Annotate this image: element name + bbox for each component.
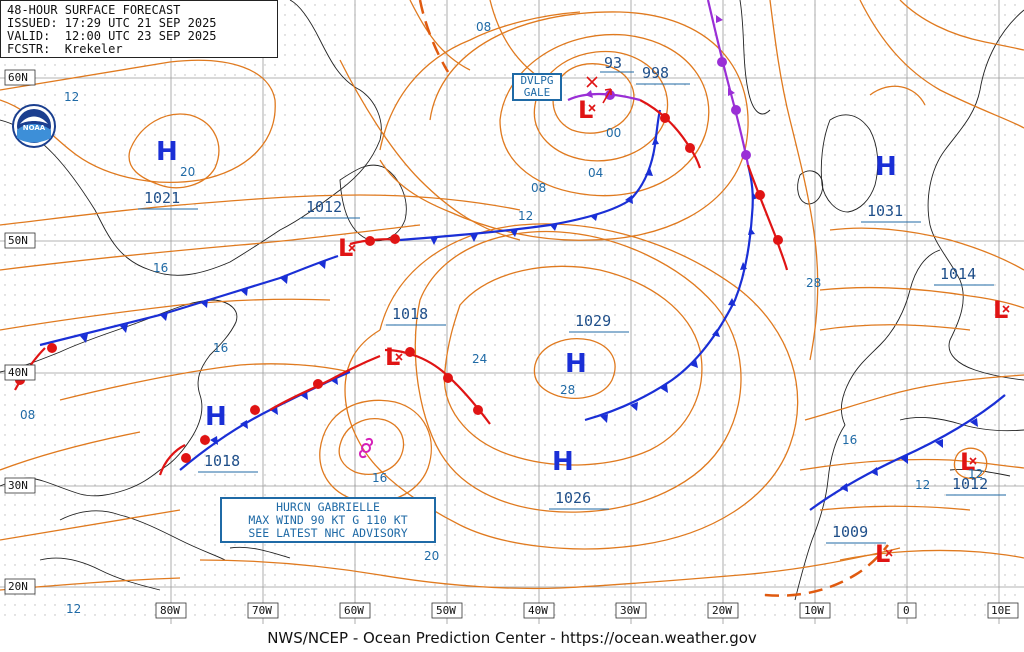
isobar-label: 00 [606,126,621,140]
issued-time: ISSUED: 17:29 UTC 21 SEP 2025 [7,16,217,30]
isobar-label: 08 [20,408,35,422]
pressure-label: 1021 [144,189,180,207]
lon-label: 70W [252,604,272,617]
hurricane-advisory: SEE LATEST NHC ADVISORY [248,526,408,540]
trough-lines [418,0,889,597]
developing-gale-label: DVLPG GALE [512,73,562,101]
isobar-label: 12 [518,209,533,223]
low-center-l: L [578,96,593,124]
lat-label: 60N [8,71,28,84]
svg-text:NOAA: NOAA [23,124,46,132]
hurricane-info-box: HURCN GABRIELLE MAX WIND 90 KT G 110 KT … [220,497,436,543]
forecast-info-box: 48-HOUR SURFACE FORECAST ISSUED: 17:29 U… [0,0,278,58]
occluded-front [567,0,751,166]
footer-credit: NWS/NCEP - Ocean Prediction Center - htt… [267,629,757,647]
lat-label: 30N [8,479,28,492]
valid-time: VALID: 12:00 UTC 23 SEP 2025 [7,29,217,43]
lon-label: 10E [991,604,1011,617]
low-center-l: L [385,343,400,371]
pressure-label: 1009 [832,523,868,541]
lat-label: 40N [8,366,28,379]
isobar-label: 08 [531,181,546,195]
low-center-l: L [960,448,975,476]
lon-label: 30W [620,604,640,617]
isobar-label: 28 [806,276,821,290]
isobar-values: 08 12 00 04 08 12 16 16 20 24 28 28 16 1… [20,20,983,616]
warm-fronts [14,99,789,476]
low-center-l: L [875,540,890,568]
hurricane-icon [358,437,374,459]
pressure-label: 1026 [555,489,591,507]
lon-label: 40W [528,604,548,617]
isobar-label: 12 [66,602,81,616]
lon-label: 0 [903,604,910,617]
high-center-h: H [875,152,897,182]
hurricane-name: HURCN GABRIELLE [276,500,380,514]
isobar-label: 16 [213,341,228,355]
hurricane-wind: MAX WIND 90 KT G 110 KT [248,513,408,527]
pressure-label: 1018 [204,452,240,470]
isobar-label: 24 [472,352,487,366]
low-center-l: L [993,296,1008,324]
pressure-label: 93 [604,54,622,72]
isobar-label: 20 [424,549,439,563]
pressure-label: 1012 [952,475,988,493]
high-center-h: H [552,447,574,477]
high-center-h: H [565,349,587,379]
isobar-label: 16 [153,261,168,275]
lon-label: 80W [160,604,180,617]
lat-label: 50N [8,234,28,247]
pressure-label: 1014 [940,265,976,283]
forecaster: FCSTR: Krekeler [7,42,123,56]
lon-label: 50W [436,604,456,617]
isobar-label: 04 [588,166,603,180]
isobar-label: 28 [560,383,575,397]
pressure-values: 93 998 1012 1021 1018 1018 1029 1026 103… [144,54,988,541]
isobar-label: 12 [915,478,930,492]
pressure-label: 1018 [392,305,428,323]
isobar-label: 20 [180,165,195,179]
low-center-l: L [338,234,353,262]
noaa-logo-icon: NOAA [12,104,56,148]
high-center-h: H [156,137,178,167]
pressure-label: 1029 [575,312,611,330]
lon-label: 20W [712,604,732,617]
latitude-labels: 60N 50N 40N 30N 20N [4,69,36,595]
pressure-centers: H H H H H L L L L L L [156,76,1010,568]
lat-label: 20N [8,580,28,593]
isobar-label: 08 [476,20,491,34]
lon-label: 60W [344,604,364,617]
isobar-label: 16 [372,471,387,485]
isobar-label: 12 [968,467,983,481]
longitude-labels: 80W 70W 60W 50W 40W 30W 20W 10W 0 10E [155,602,1019,619]
pressure-label: 1012 [306,198,342,216]
isobar-label: 12 [64,90,79,104]
forecast-title: 48-HOUR SURFACE FORECAST [7,3,181,17]
pressure-label: 998 [642,64,669,82]
pressure-underlines [138,71,1006,544]
lon-label: 10W [804,604,824,617]
high-center-h: H [205,402,227,432]
isobar-label: 16 [842,433,857,447]
pressure-label: 1031 [867,202,903,220]
